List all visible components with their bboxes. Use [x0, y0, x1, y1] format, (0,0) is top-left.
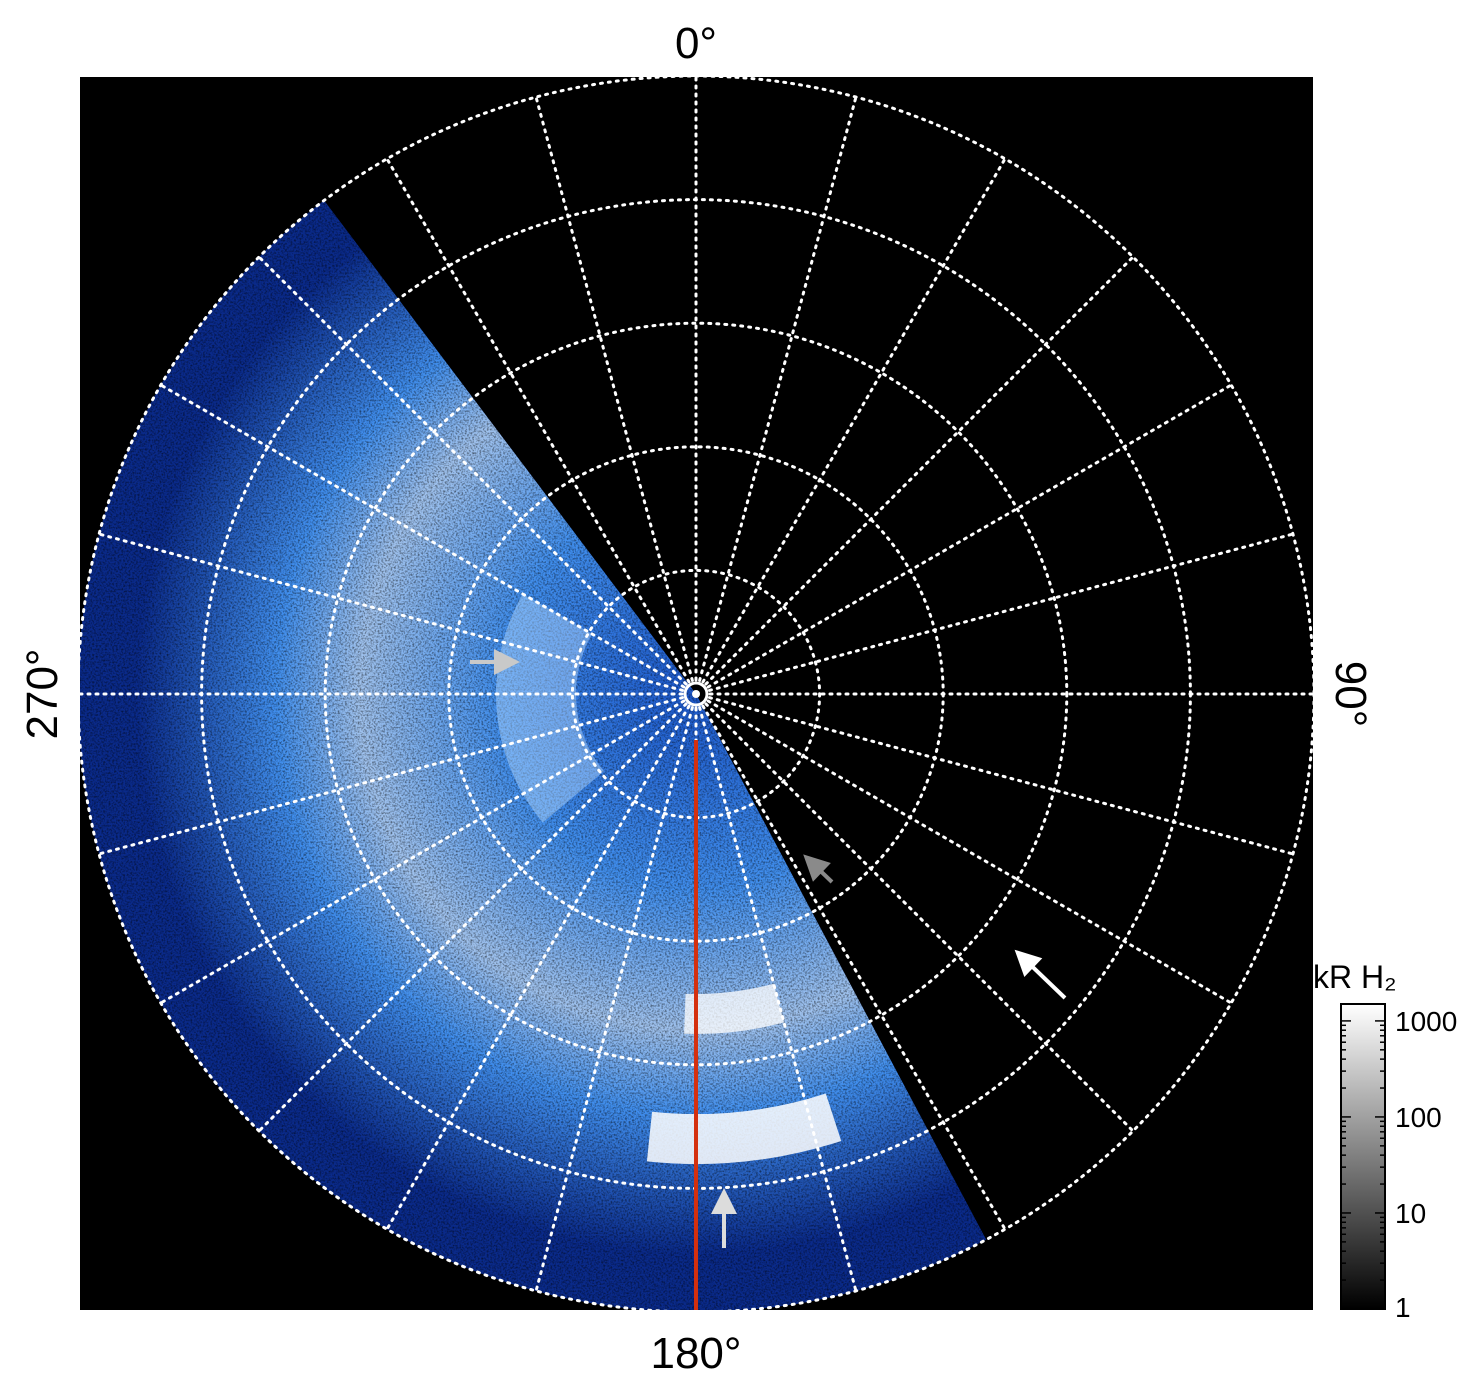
polar-grid — [80, 77, 1313, 1310]
meridian-line — [257, 255, 688, 686]
annotation-layer — [470, 649, 1067, 1310]
meridian-line — [698, 706, 858, 1293]
colorbar-tick-label: 1 — [1395, 1292, 1411, 1323]
colorbar-tick-label: 100 — [1395, 1102, 1442, 1133]
colorbar-tick-label: 10 — [1395, 1198, 1426, 1229]
angle-label-180: 180° — [650, 1329, 741, 1378]
arrow-head — [711, 1188, 737, 1214]
emission-noise — [80, 200, 987, 1310]
meridian-line — [385, 157, 691, 684]
meridian-line — [97, 696, 684, 856]
annotation-arrow-2 — [803, 854, 834, 884]
arrow-head — [494, 649, 520, 675]
meridian-line — [701, 157, 1007, 684]
angle-label-270: 270° — [18, 648, 67, 739]
arrow-head — [1014, 949, 1043, 977]
meridian-line — [159, 383, 686, 689]
annotation-arrow-4 — [711, 1188, 737, 1248]
arrow-head — [803, 854, 831, 882]
angle-label-90: 90° — [1326, 661, 1375, 728]
pole-marker-ring — [683, 681, 709, 707]
emission-layer — [80, 200, 987, 1310]
colorbar-title: kR H₂ — [1313, 959, 1397, 995]
meridian-line — [534, 95, 694, 682]
annotation-arrow-3 — [1014, 949, 1067, 1000]
meridian-line — [706, 699, 1233, 1005]
colorbar-gradient — [1340, 1003, 1386, 1310]
meridian-line — [706, 383, 1233, 689]
latitude-circle — [323, 321, 1069, 1067]
meridian-line — [257, 702, 688, 1133]
meridian-line — [159, 699, 686, 1005]
pole-marker-dot — [692, 690, 700, 698]
annotation-arrow-1 — [470, 649, 520, 675]
colorbar-ticks: 1 10 100 1000 — [1341, 1006, 1457, 1323]
meridian-line — [385, 704, 691, 1231]
meridian-line — [534, 706, 694, 1293]
meridian-line — [704, 702, 1135, 1133]
meridian-line — [708, 696, 1295, 856]
meridian-line — [701, 704, 1007, 1231]
colorbar-tick-label: 1000 — [1395, 1006, 1457, 1037]
meridian-line — [97, 532, 684, 692]
auroral-arc-inner — [684, 983, 784, 1034]
meridian-line — [704, 255, 1135, 686]
meridian-line — [698, 95, 858, 682]
colorbar: kR H₂ 1 10 100 1000 — [1313, 959, 1457, 1323]
angle-label-0: 0° — [675, 19, 717, 68]
meridian-line — [708, 532, 1295, 692]
auroral-diffuse-patch — [496, 594, 605, 823]
